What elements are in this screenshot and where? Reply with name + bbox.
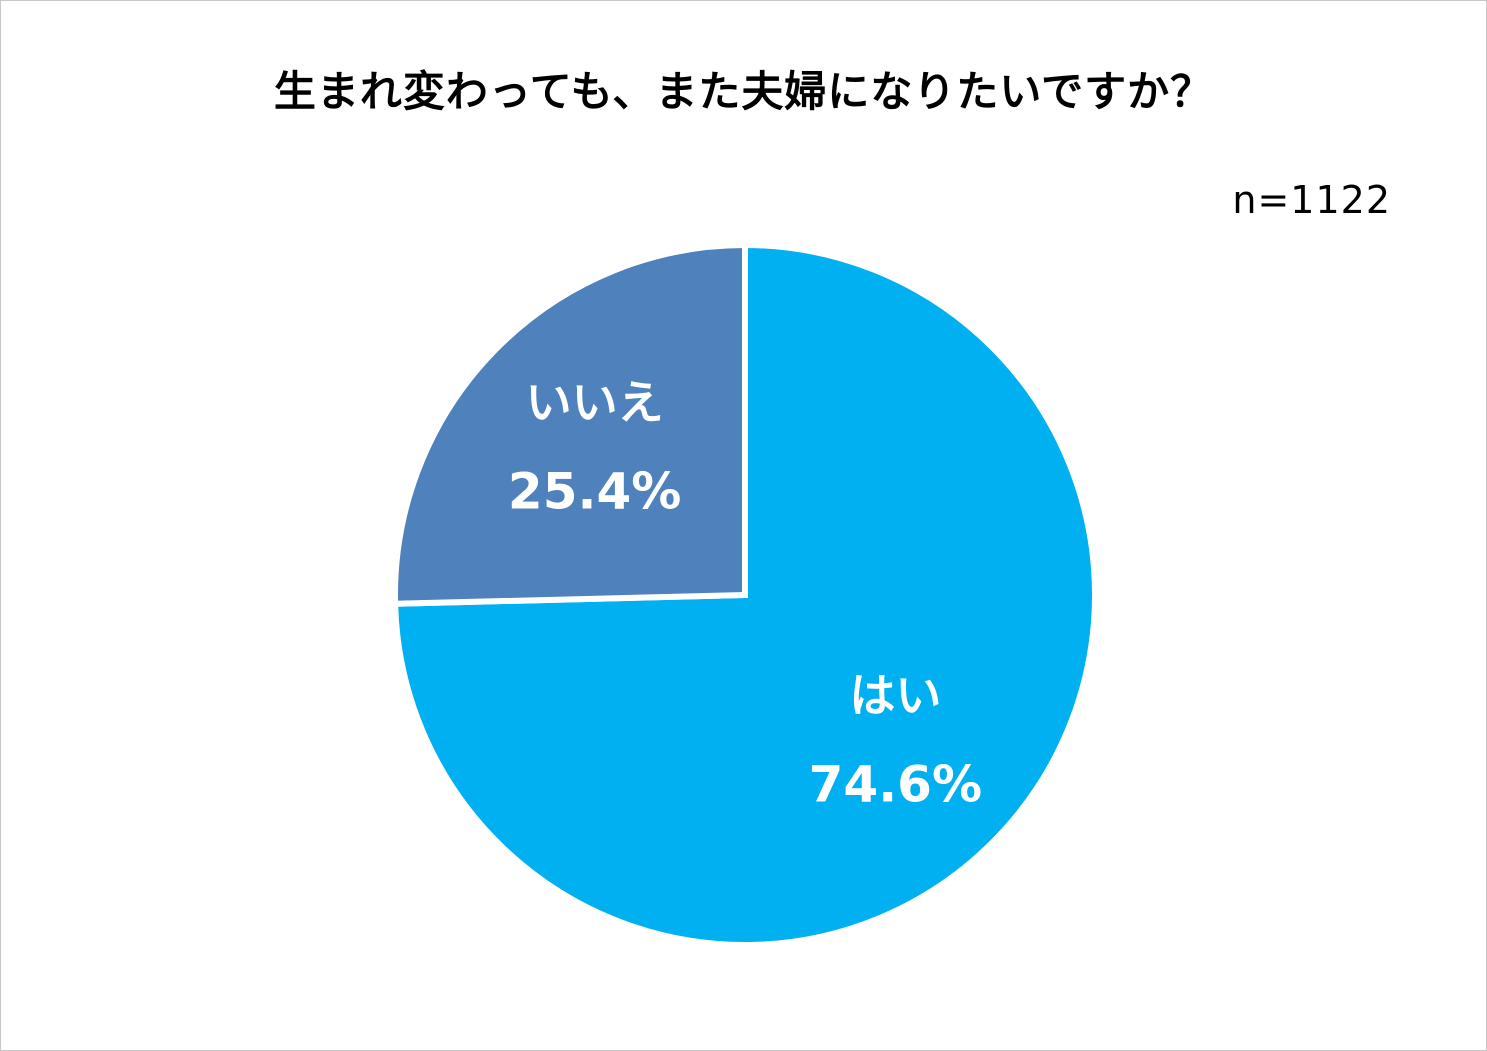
slice-value-label-0: 74.6% — [809, 756, 982, 814]
slice-value-label-1: 25.4% — [508, 462, 681, 520]
slice-category-label-1: いいえ — [526, 375, 664, 429]
pie-labels: はい 74.6% いいえ 25.4% — [508, 375, 982, 813]
pie-slices — [392, 241, 1098, 948]
chart-title: 生まれ変わっても、また夫婦になりたいですか？ — [273, 67, 1214, 116]
slice-category-label-0: はい — [849, 669, 941, 723]
pie-slice-1 — [392, 241, 748, 607]
sample-size-label: n=1122 — [1232, 178, 1391, 222]
